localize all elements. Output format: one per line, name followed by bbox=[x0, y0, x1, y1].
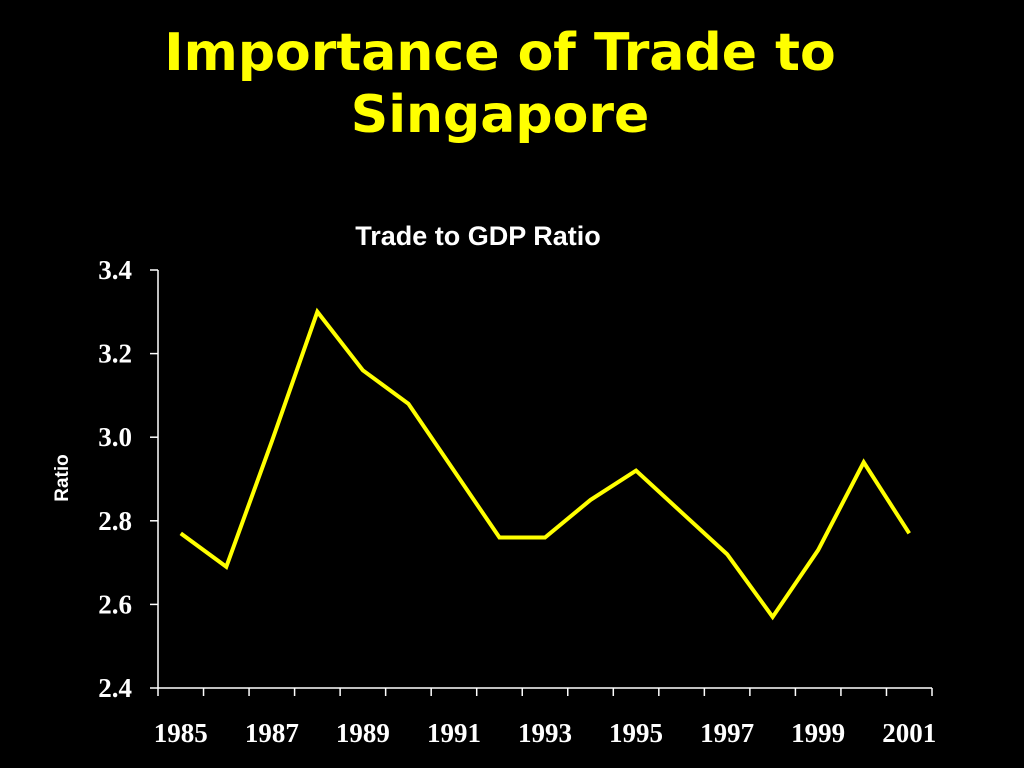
x-tick-label: 1999 bbox=[791, 718, 845, 748]
x-tick-label: 1987 bbox=[245, 718, 299, 748]
y-tick-label: 3.0 bbox=[98, 422, 132, 452]
y-tick-label: 2.6 bbox=[98, 589, 132, 619]
x-tick-label: 1985 bbox=[154, 718, 208, 748]
y-tick-label: 3.2 bbox=[98, 339, 132, 369]
y-tick-label: 2.8 bbox=[98, 506, 132, 536]
x-tick-label: 1989 bbox=[336, 718, 390, 748]
axes bbox=[150, 269, 933, 696]
x-tick-label: 1997 bbox=[700, 718, 754, 748]
x-tick-label: 1995 bbox=[609, 718, 663, 748]
x-tick-label: 1991 bbox=[427, 718, 481, 748]
y-axis-label: Ratio bbox=[52, 454, 73, 502]
chart-title: Trade to GDP Ratio bbox=[355, 221, 601, 251]
x-tick-label: 1993 bbox=[518, 718, 572, 748]
series-line bbox=[179, 307, 911, 621]
x-tick-label: 2001 bbox=[882, 718, 936, 748]
slide-title: Importance of Trade to Singapore bbox=[0, 22, 1000, 146]
data-series bbox=[179, 307, 911, 621]
slide-title-line1: Importance of Trade to bbox=[164, 23, 836, 83]
y-tick-labels: 2.4 2.6 2.8 3.0 3.2 3.4 bbox=[98, 255, 132, 703]
y-tick-label: 2.4 bbox=[98, 673, 132, 703]
slide-title-line2: Singapore bbox=[350, 85, 650, 145]
y-tick-label: 3.4 bbox=[98, 255, 132, 285]
x-tick-labels: 1985 1987 1989 1991 1993 1995 1997 1999 2001 bbox=[154, 718, 936, 748]
